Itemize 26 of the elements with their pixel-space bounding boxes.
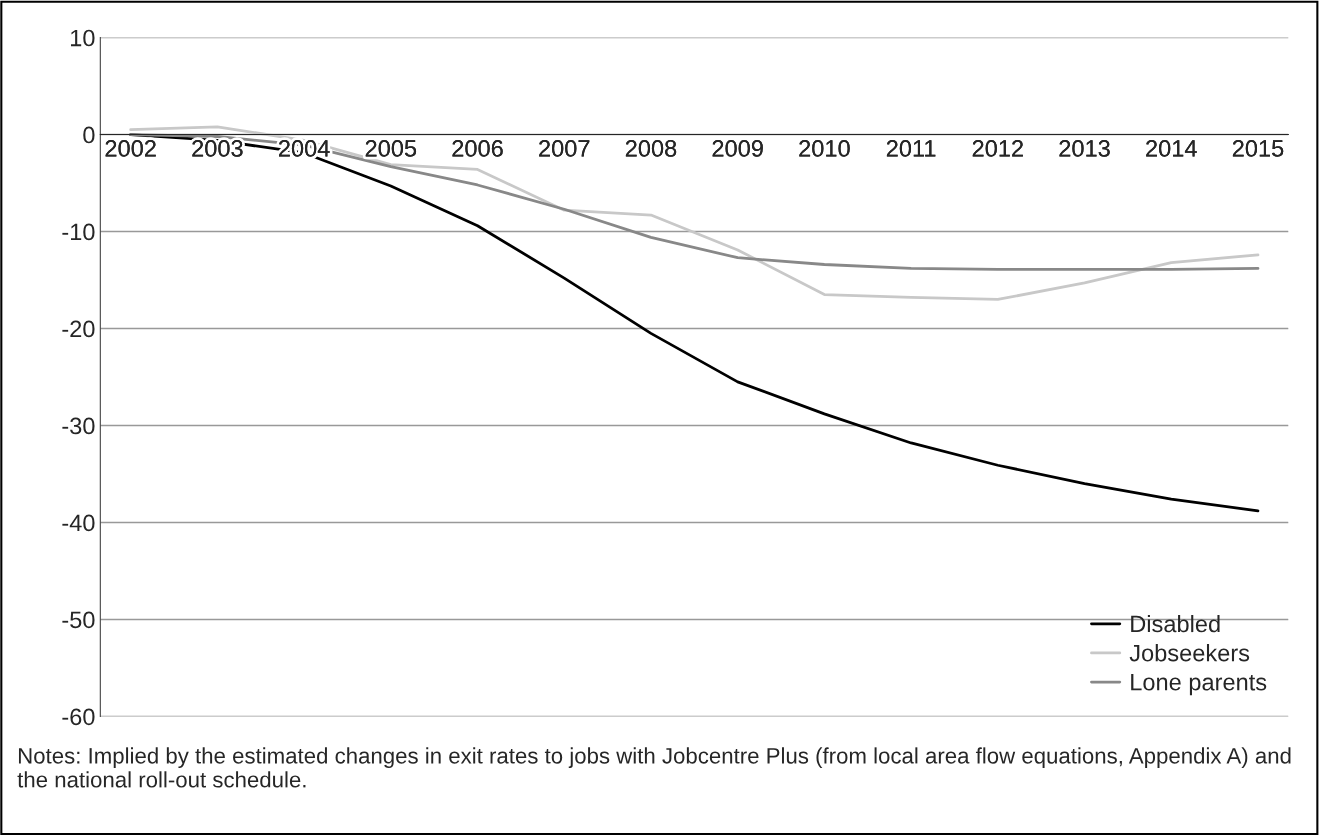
text: Notes: Implied by the estimated changes in exit rates to jobs with Jobcentre Plus (from local area flow equations, Appendix A) and the national roll-out schedule.	[17, 747, 1291, 788]
y-tick-label: -40	[62, 514, 95, 532]
x-tick-label: 2009	[712, 140, 763, 157]
x-tick-label: 2006	[452, 140, 503, 157]
x-tick-label: 2014	[1146, 140, 1197, 157]
y-tick-label: -30	[62, 417, 95, 435]
x-tick-label: 2012	[972, 140, 1023, 157]
x-tick-label: 2007	[539, 140, 590, 157]
y-tick-label: 10	[71, 29, 95, 47]
x-tick-label: 2002	[105, 140, 156, 157]
x-tick-label: 2011	[886, 140, 936, 157]
x-tick-label: 2003	[192, 140, 243, 157]
x-tick-label: 2005	[365, 140, 417, 157]
y-tick-label: 0	[83, 126, 95, 144]
x-tick-label: 2010	[799, 140, 850, 157]
legend-label: Disabled	[1131, 614, 1220, 633]
y-tick-label: -60	[62, 708, 95, 726]
x-tick-label: 2015	[1232, 140, 1284, 157]
y-tick-label: -20	[62, 320, 95, 338]
x-tick-label: 2013	[1059, 140, 1110, 157]
legend-label: Lone parents	[1131, 674, 1267, 696]
x-tick-label: 2008	[625, 140, 677, 157]
x-tick-label: 2004	[279, 140, 330, 157]
legend-label: Jobseekers	[1129, 644, 1250, 662]
y-tick-label: -50	[62, 611, 95, 629]
y-tick-label: -10	[62, 223, 95, 241]
